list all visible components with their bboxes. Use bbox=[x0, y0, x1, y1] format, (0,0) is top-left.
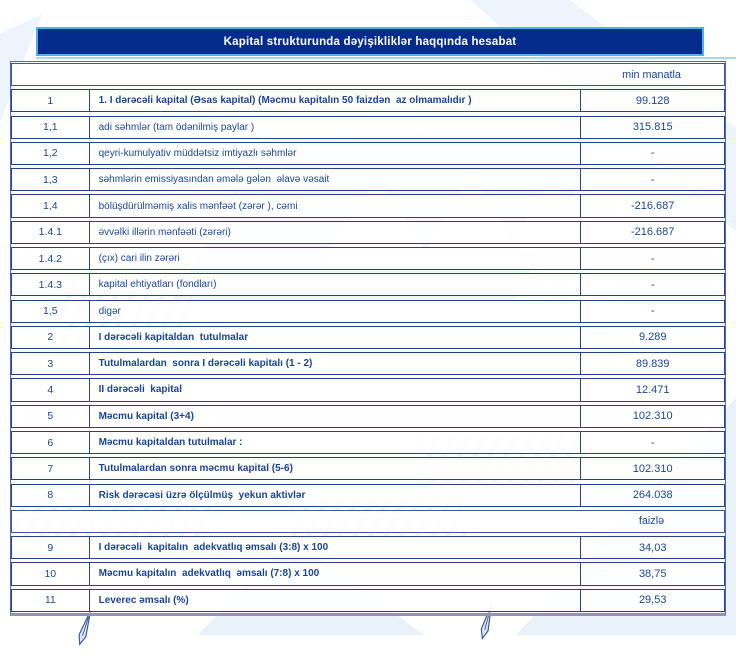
table-row: 9 I dərəcəli kapitalın adekvatlıq əmsalı … bbox=[11, 536, 725, 560]
row-number: 4 bbox=[12, 379, 90, 401]
row-value: - bbox=[580, 169, 724, 191]
row-value: 34,03 bbox=[580, 537, 724, 559]
row-label: qeyri-kumulyativ müddətsiz imtiyazlı səh… bbox=[98, 147, 297, 159]
row-value: -216.687 bbox=[580, 195, 724, 217]
table-row: 5 Məcmu kapital (3+4) 102.310 bbox=[11, 404, 725, 428]
row-label: (çıx) cari ilin zərəri bbox=[98, 253, 180, 265]
row-label: II dərəcəli kapital bbox=[98, 384, 182, 396]
row-number: 1,5 bbox=[12, 300, 90, 322]
table-row: 1,4 bölüşdürülməmiş xalis mənfəət (zərər … bbox=[11, 194, 725, 218]
row-value: - bbox=[580, 247, 724, 270]
row-number: 6 bbox=[12, 431, 90, 454]
row-label: bölüşdürülməmiş xalis mənfəət (zərər ), … bbox=[98, 200, 298, 212]
row-number: 1.4.1 bbox=[12, 221, 90, 243]
report-title-bar: Kapital strukturunda dəyişikliklər haqqı… bbox=[36, 27, 704, 56]
row-number: 8 bbox=[12, 484, 90, 506]
table-row: 4 II dərəcəli kapital 12.471 bbox=[11, 378, 725, 402]
report-title: Kapital strukturunda dəyişikliklər haqqı… bbox=[223, 35, 517, 48]
unit-row: faizlə bbox=[11, 509, 725, 533]
row-value: 102.310 bbox=[580, 405, 724, 427]
row-label: Məcmu kapitalın adekvatlıq əmsalı (7:8) … bbox=[98, 568, 320, 580]
row-label: digər bbox=[98, 305, 121, 317]
table-row: 1,2 qeyri-kumulyativ müddətsiz imtiyazlı … bbox=[11, 141, 725, 166]
table-row: 10 Məcmu kapitalın adekvatlıq əmsalı (7:8… bbox=[11, 562, 725, 586]
row-label: Məcmu kapitaldan tutulmalar : bbox=[98, 437, 243, 449]
row-value: 12.471 bbox=[580, 379, 724, 401]
table-row: 7 Tutulmalardan sonra məcmu kapital (5-6)… bbox=[11, 457, 725, 481]
row-number: 3 bbox=[12, 353, 90, 375]
row-number: 5 bbox=[12, 405, 90, 427]
unit-label: faizlə bbox=[638, 515, 665, 528]
table-row: 2 I dərəcəli kapitaldan tutulmalar 9.289 bbox=[11, 325, 725, 349]
table-row: 1 1. I dərəcəli kapital (Əsas kapital) (M… bbox=[11, 89, 725, 113]
row-label: I dərəcəli kapitaldan tutulmalar bbox=[98, 331, 249, 343]
table-row: 1.4.2 (çıx) cari ilin zərəri - bbox=[11, 246, 725, 271]
row-value: 102.310 bbox=[580, 458, 724, 480]
row-label: Məcmu kapital (3+4) bbox=[98, 410, 194, 422]
row-number: 7 bbox=[12, 458, 90, 480]
row-value: - bbox=[580, 142, 724, 165]
row-value: 89.839 bbox=[580, 353, 724, 375]
unit-row: min manatla bbox=[11, 63, 725, 87]
row-number: 1,4 bbox=[12, 195, 90, 217]
row-value: 315.815 bbox=[580, 116, 724, 138]
row-number: 1,3 bbox=[12, 169, 90, 191]
row-number: 1 bbox=[12, 90, 90, 112]
row-label: Tutulmalardan sonra I dərəcəli kapitalı … bbox=[98, 358, 313, 370]
table-row: 3 Tutulmalardan sonra I dərəcəli kapitalı… bbox=[11, 352, 725, 376]
row-label: 1. I dərəcəli kapital (Əsas kapital) (Mə… bbox=[98, 95, 472, 107]
row-number: 1.4.3 bbox=[12, 274, 90, 296]
row-label: əvvəlki illərin mənfəəti (zərəri) bbox=[98, 226, 231, 238]
row-number: 11 bbox=[12, 589, 90, 611]
row-label: I dərəcəli kapitalın adekvatlıq əmsalı (… bbox=[98, 542, 329, 554]
row-number: 9 bbox=[12, 537, 90, 559]
row-value: 264.038 bbox=[580, 484, 724, 506]
row-value: - bbox=[580, 300, 724, 322]
row-label: kapital ehtiyatları (fondları) bbox=[98, 279, 217, 291]
row-label: Tutulmalardan sonra məcmu kapital (5-6) bbox=[98, 463, 293, 475]
row-label: Leverec əmsalı (%) bbox=[98, 594, 189, 606]
row-value: - bbox=[580, 274, 724, 296]
row-number: 1,2 bbox=[12, 142, 90, 165]
row-number: 1.4.2 bbox=[12, 247, 90, 270]
table-row: 1.4.1 əvvəlki illərin mənfəəti (zərəri) -2… bbox=[11, 220, 725, 244]
row-value: 99.128 bbox=[580, 90, 724, 112]
row-value: - bbox=[580, 431, 724, 454]
table-row: 1.4.3 kapital ehtiyatları (fondları) - bbox=[11, 273, 725, 297]
row-value: -216.687 bbox=[580, 221, 724, 243]
row-value: 29,53 bbox=[580, 589, 724, 611]
row-label: səhmlərin emissiyasından əmələ gələn əla… bbox=[98, 174, 330, 186]
capital-structure-table: min manatla 1 1. I dərəcəli kapital (Əsas … bbox=[10, 61, 726, 616]
title-underline bbox=[36, 57, 736, 59]
table-row: 1,5 digər - bbox=[11, 299, 725, 323]
table-row: 1,3 səhmlərin emissiyasından əmələ gələn … bbox=[11, 168, 725, 192]
table-row: 8 Risk dərəcəsi üzrə ölçülmüş yekun aktiv… bbox=[11, 483, 725, 507]
row-value: 9.289 bbox=[580, 326, 724, 348]
table-row: 11 Leverec əmsalı (%) 29,53 bbox=[11, 588, 725, 612]
row-value: 38,75 bbox=[580, 563, 724, 585]
table-row: 6 Məcmu kapitaldan tutulmalar : - bbox=[11, 430, 725, 455]
row-label: adi səhmlər (tam ödənilmiş paylar ) bbox=[98, 121, 255, 133]
row-number: 1,1 bbox=[12, 116, 90, 138]
table-row: 1,1 adi səhmlər (tam ödənilmiş paylar ) 31… bbox=[11, 115, 725, 139]
row-label: Risk dərəcəsi üzrə ölçülmüş yekun aktivl… bbox=[98, 489, 306, 501]
unit-label: min manatla bbox=[622, 68, 681, 81]
row-number: 2 bbox=[12, 326, 90, 348]
row-number: 10 bbox=[12, 563, 90, 585]
